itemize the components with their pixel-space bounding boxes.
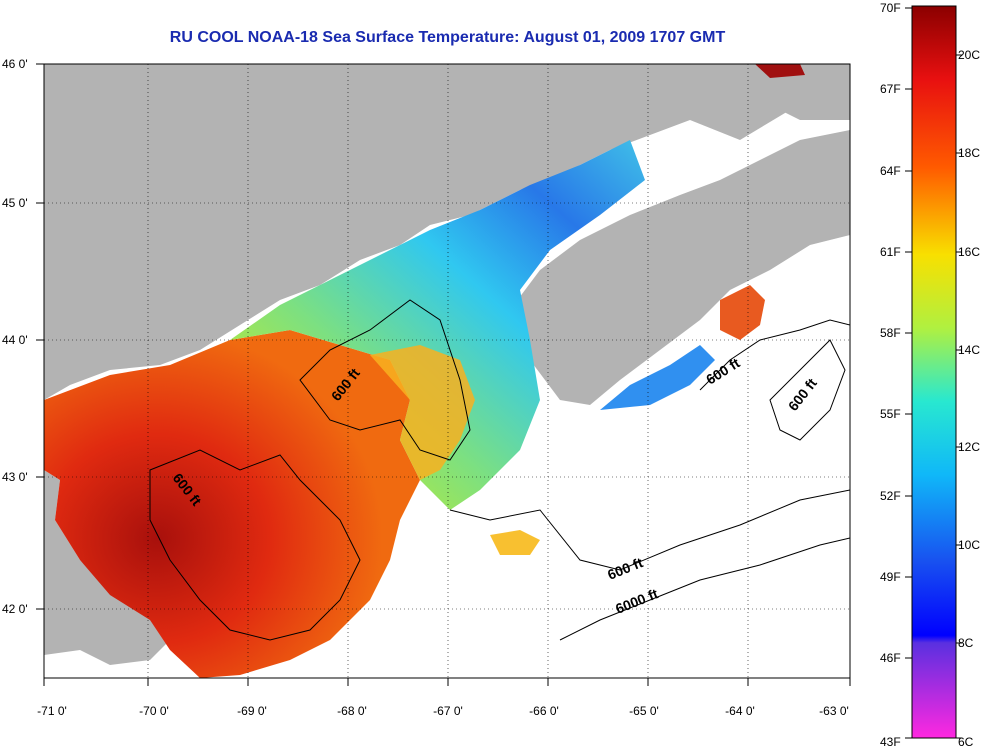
contour-6000ft bbox=[559, 537, 850, 641]
lon-tick-label: -65 0' bbox=[629, 704, 659, 718]
lon-tick-label: -70 0' bbox=[139, 704, 169, 718]
colorbar-c-label: 20C bbox=[958, 48, 980, 62]
lat-tick-label: 44 0' bbox=[2, 333, 28, 347]
lat-tick-label: 43 0' bbox=[2, 470, 28, 484]
sst-dark-red-nb bbox=[755, 64, 805, 78]
contour-600ft-east bbox=[769, 339, 846, 441]
contour-600ft-shelf bbox=[449, 489, 850, 571]
colorbar-f-label: 64F bbox=[880, 164, 901, 178]
lat-tick-label: 42 0' bbox=[2, 602, 28, 616]
sst-warm-region bbox=[44, 330, 420, 678]
bathymetry-contours bbox=[149, 299, 850, 641]
lon-tick-label: -64 0' bbox=[725, 704, 755, 718]
map-plot-area: 600 ft 600 ft 600 ft 600 ft 600 ft 6000 … bbox=[44, 64, 850, 678]
colorbar-f-label: 67F bbox=[880, 82, 901, 96]
colorbar-c-label: 16C bbox=[958, 245, 980, 259]
colorbar-c-label: 18C bbox=[958, 146, 980, 160]
sst-cool-region bbox=[230, 140, 645, 510]
axis-ticks bbox=[36, 63, 851, 686]
colorbar-f-label: 43F bbox=[880, 735, 901, 749]
sst-georges-patch bbox=[490, 530, 540, 555]
colorbar-f-label: 49F bbox=[880, 570, 901, 584]
colorbar-c-label: 8C bbox=[958, 636, 974, 650]
colorbar-f-label: 55F bbox=[880, 407, 901, 421]
sst-orange-patch bbox=[370, 345, 475, 480]
lon-tick-label: -71 0' bbox=[37, 704, 67, 718]
colorbar: 70F 67F 64F 61F 58F 55F 52F 49F 46F 43F … bbox=[880, 1, 980, 749]
lon-tick-label: -69 0' bbox=[237, 704, 267, 718]
contour-600ft-ns bbox=[699, 319, 850, 391]
colorbar-ramp bbox=[911, 5, 957, 739]
contour-600ft-west bbox=[149, 449, 361, 641]
colorbar-c-label: 12C bbox=[958, 440, 980, 454]
map-frame bbox=[43, 63, 851, 679]
sst-scotian-patch bbox=[600, 345, 715, 410]
colorbar-f-label: 58F bbox=[880, 326, 901, 340]
lon-tick-label: -67 0' bbox=[433, 704, 463, 718]
lon-tick-label: -63 0' bbox=[819, 704, 849, 718]
colorbar-ticks bbox=[905, 7, 962, 739]
land-massachusetts bbox=[44, 470, 170, 665]
land-new-brunswick bbox=[690, 64, 850, 120]
lon-tick-label: -68 0' bbox=[337, 704, 367, 718]
map-title: RU COOL NOAA-18 Sea Surface Temperature:… bbox=[169, 29, 726, 46]
colorbar-f-label: 70F bbox=[880, 1, 901, 15]
land-nova-scotia bbox=[510, 130, 850, 405]
colorbar-f-label: 52F bbox=[880, 489, 901, 503]
colorbar-c-label: 6C bbox=[958, 735, 974, 749]
land-new-england bbox=[44, 64, 790, 400]
contour-600ft-central bbox=[299, 299, 471, 461]
lat-tick-label: 45 0' bbox=[2, 196, 28, 210]
colorbar-f-label: 61F bbox=[880, 245, 901, 259]
lat-tick-label: 46 0' bbox=[2, 57, 28, 71]
colorbar-c-label: 10C bbox=[958, 538, 980, 552]
lon-tick-label: -66 0' bbox=[529, 704, 559, 718]
sst-warm-patch-east bbox=[720, 285, 765, 340]
colorbar-f-label: 46F bbox=[880, 651, 901, 665]
colorbar-c-label: 14C bbox=[958, 343, 980, 357]
